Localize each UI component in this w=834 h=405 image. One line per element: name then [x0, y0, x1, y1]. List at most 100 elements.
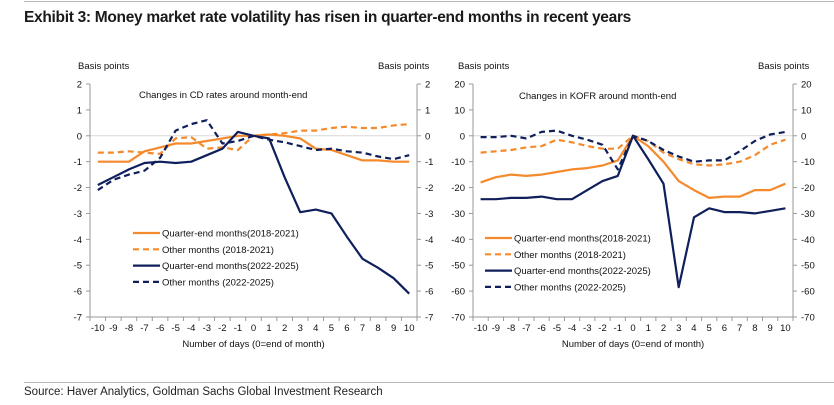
x-tick-label: -9	[492, 323, 500, 334]
y-tick-label-right: -50	[801, 261, 815, 272]
source-note: Source: Haver Analytics, Goldman Sachs G…	[24, 386, 383, 398]
y-axis-title-left: Basis points	[458, 61, 509, 72]
y-tick-label-left: 0	[460, 131, 465, 142]
x-tick-label: -6	[537, 323, 545, 334]
x-tick-label: 10	[404, 323, 415, 334]
y-tick-label-right: -10	[801, 157, 815, 168]
legend-label: Other months (2018-2021)	[514, 250, 626, 261]
y-tick-label-right: -60	[801, 287, 815, 298]
x-tick-label: -8	[507, 323, 515, 334]
x-tick-label: 5	[329, 323, 334, 334]
y-axis-title-right: Basis points	[758, 61, 809, 72]
y-tick-label-left: -10	[451, 157, 465, 168]
y-tick-label-left: -40	[451, 235, 465, 246]
x-tick-label: 7	[737, 323, 742, 334]
y-tick-label-left: -6	[74, 287, 82, 298]
x-tick-label: -3	[583, 323, 591, 334]
x-tick-label: 4	[691, 323, 696, 334]
chart-1: 2 21 10 0-1 -1-2 -2-3 -3-4 -4-5 -5-6 -6-7 -7-10 -9-…	[74, 61, 434, 350]
exhibit-title: Exhibit 3: Money market rate volatility …	[24, 9, 632, 26]
y-tick-label-left: -60	[451, 287, 465, 298]
x-tick-label: 2	[661, 323, 666, 334]
legend-label: Quarter-end months(2018-2021)	[162, 229, 299, 240]
x-tick-label: 8	[375, 323, 380, 334]
x-tick-label: -1	[234, 323, 242, 334]
x-tick-label: -3	[203, 323, 211, 334]
bottom-rule	[24, 382, 834, 383]
x-tick-label: 1	[646, 323, 651, 334]
y-tick-label-left: 0	[77, 131, 82, 142]
x-tick-label: 9	[391, 323, 396, 334]
y-tick-label-left: -2	[74, 183, 82, 194]
x-tick-label: -10	[91, 323, 105, 334]
series-line-2	[97, 123, 410, 155]
y-tick-label-left: 20	[454, 80, 465, 91]
y-tick-label-right: -20	[801, 183, 815, 194]
y-tick-label-right: -1	[425, 157, 433, 168]
y-tick-label-left: -50	[451, 261, 465, 272]
y-tick-label-left: -20	[451, 183, 465, 194]
x-tick-label: -1	[614, 323, 622, 334]
series-line-2	[480, 134, 786, 167]
top-rule	[24, 1, 834, 2]
x-tick-label: 6	[722, 323, 727, 334]
y-tick-label-left: 2	[77, 80, 82, 91]
x-tick-label: -6	[156, 323, 164, 334]
x-tick-label: 1	[266, 323, 271, 334]
x-tick-label: 2	[282, 323, 287, 334]
x-tick-label: 10	[780, 323, 791, 334]
y-tick-label-left: -5	[74, 261, 82, 272]
y-tick-label-left: -3	[74, 209, 82, 220]
y-tick-label-right: -2	[425, 183, 433, 194]
x-tick-label: -5	[171, 323, 179, 334]
y-tick-label-left: -4	[74, 235, 82, 246]
x-tick-label: 8	[752, 323, 757, 334]
y-axis-title-right: Basis points	[378, 61, 429, 72]
y-tick-label-right: -3	[425, 209, 433, 220]
y-tick-label-right: -7	[425, 313, 433, 324]
chart-title: Changes in CD rates around month-end	[139, 90, 307, 101]
x-tick-label: -2	[598, 323, 606, 334]
y-tick-label-right: -5	[425, 261, 433, 272]
x-tick-label: 4	[313, 323, 318, 334]
legend-label: Quarter-end months(2022-2025)	[162, 261, 299, 272]
y-tick-label-right: -4	[425, 235, 433, 246]
x-tick-label: 9	[767, 323, 772, 334]
y-axis-title-left: Basis points	[78, 61, 129, 72]
y-tick-label-right: -40	[801, 235, 815, 246]
x-tick-label: -4	[187, 323, 195, 334]
legend-label: Other months (2022-2025)	[514, 282, 626, 293]
x-tick-label: -9	[109, 323, 117, 334]
x-tick-label: -5	[553, 323, 561, 334]
series-line-4	[480, 129, 786, 171]
y-tick-label-right: 2	[425, 80, 430, 91]
y-tick-label-left: 10	[454, 105, 465, 116]
x-tick-label: 0	[630, 323, 635, 334]
x-tick-label: 3	[676, 323, 681, 334]
y-tick-label-right: 20	[801, 80, 812, 91]
x-tick-label: -10	[474, 323, 488, 334]
y-tick-label-right: 0	[425, 131, 430, 142]
series-line-4	[97, 119, 410, 192]
y-tick-label-left: -7	[74, 313, 82, 324]
x-tick-label: -8	[125, 323, 133, 334]
x-tick-label: 6	[344, 323, 349, 334]
x-tick-label: 3	[298, 323, 303, 334]
y-tick-label-right: -6	[425, 287, 433, 298]
x-tick-label: -2	[218, 323, 226, 334]
legend-label: Quarter-end months(2018-2021)	[514, 234, 651, 245]
x-tick-label: -4	[568, 323, 576, 334]
legend-label: Other months (2022-2025)	[162, 277, 274, 288]
x-tick-label: -7	[522, 323, 530, 334]
series-line-1	[97, 133, 410, 163]
legend-label: Quarter-end months(2022-2025)	[514, 266, 651, 277]
y-tick-label-right: -70	[801, 313, 815, 324]
x-axis-title: Number of days (0=end of month)	[182, 339, 324, 350]
x-tick-label: 0	[251, 323, 256, 334]
legend-label: Other months (2018-2021)	[162, 245, 274, 256]
x-tick-label: -7	[140, 323, 148, 334]
x-axis-title: Number of days (0=end of month)	[562, 339, 704, 350]
y-tick-label-right: 1	[425, 105, 430, 116]
